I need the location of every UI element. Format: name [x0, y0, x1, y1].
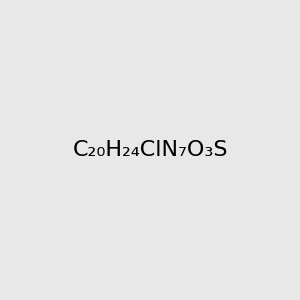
Text: C₂₀H₂₄ClN₇O₃S: C₂₀H₂₄ClN₇O₃S [72, 140, 228, 160]
